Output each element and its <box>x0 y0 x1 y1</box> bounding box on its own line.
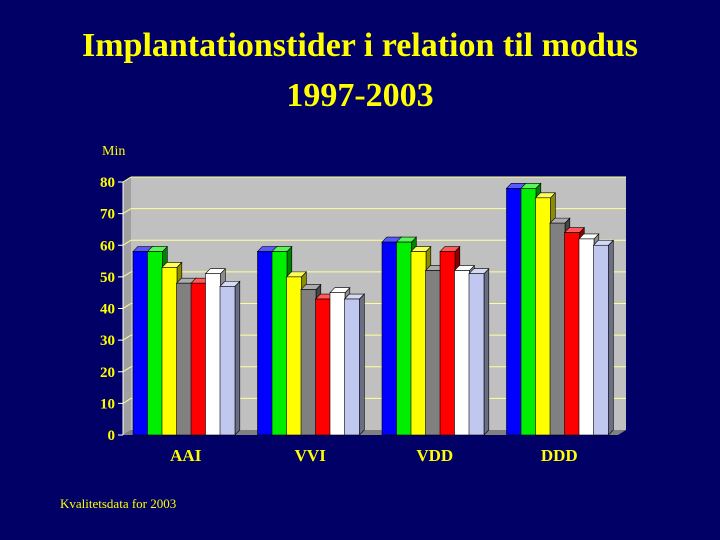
gridline-side <box>122 208 132 215</box>
gridline-side <box>122 366 132 373</box>
x-category-label-aai: AAI <box>170 446 202 465</box>
y-axis-ticks: 0 10 20 30 40 50 60 70 80 <box>100 175 124 444</box>
y-tick-label: 70 <box>100 207 115 223</box>
x-axis-categories: AAI VVI VDD DDD <box>170 446 578 465</box>
gridline-side <box>122 176 132 183</box>
x-category-label-ddd: DDD <box>541 446 578 465</box>
y-tick-label: 10 <box>100 396 115 412</box>
y-tick-label: 60 <box>100 238 115 254</box>
y-tick-label: 20 <box>100 365 115 381</box>
y-axis-label: Min <box>102 144 126 159</box>
bar-aai-7 <box>219 280 241 436</box>
y-tick-label: 0 <box>108 428 116 444</box>
gridline-side <box>122 239 132 246</box>
gridline-side <box>122 334 132 341</box>
x-category-label-vvi: VVI <box>295 446 327 465</box>
chart-title-line-2: 1997-2003 <box>286 77 434 114</box>
bar-vvi-7 <box>343 293 366 436</box>
bar-vdd-7 <box>468 267 490 436</box>
gridline-side <box>122 303 132 309</box>
y-tick-label: 30 <box>100 333 115 349</box>
plot-floor <box>123 430 626 435</box>
y-tick-label: 50 <box>100 270 115 286</box>
y-tick-label: 80 <box>100 175 115 191</box>
chart-title-line-1: Implantationstider i relation til modus <box>81 27 639 64</box>
gridline-side <box>122 271 132 278</box>
y-tick-label: 40 <box>100 302 115 318</box>
x-category-label-vdd: VDD <box>416 446 453 465</box>
footnote: Kvalitetsdata for 2003 <box>60 496 177 511</box>
bars <box>132 182 615 436</box>
bar-ddd-7 <box>592 239 615 436</box>
gridline-side <box>122 397 132 404</box>
